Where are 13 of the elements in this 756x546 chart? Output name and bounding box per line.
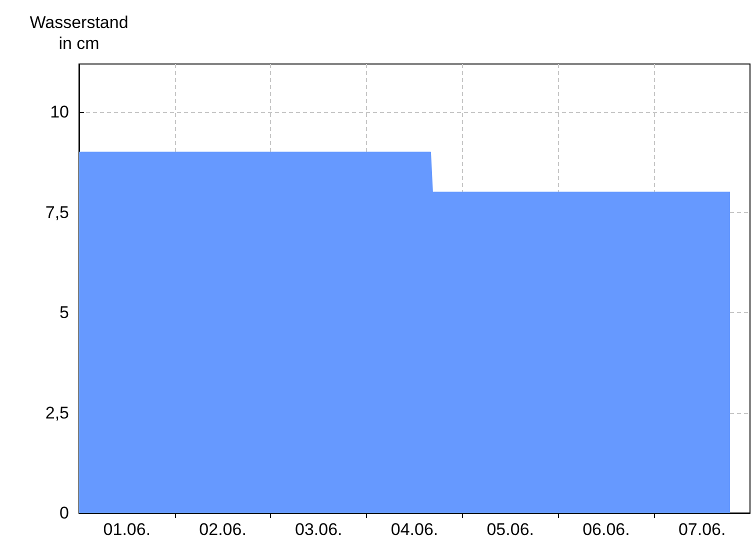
y-tick-label: 0 xyxy=(60,504,69,522)
x-tick-label: 03.06. xyxy=(295,520,342,539)
x-tick-label: 07.06. xyxy=(678,520,726,539)
x-tick-label: 02.06. xyxy=(199,520,246,539)
x-tick-label: 05.06. xyxy=(486,520,534,539)
y-tick-label: 5 xyxy=(60,303,69,322)
y-tick-label: 10 xyxy=(50,102,69,122)
y-tick-label: 2,5 xyxy=(45,403,69,422)
x-tick-label: 04.06. xyxy=(390,520,438,539)
x-tick-label: 01.06. xyxy=(103,520,151,539)
y-axis-title: Wasserstand in cm xyxy=(30,13,128,53)
y-tick-label: 7,5 xyxy=(45,202,69,222)
x-tick-label: 06.06. xyxy=(582,520,630,539)
